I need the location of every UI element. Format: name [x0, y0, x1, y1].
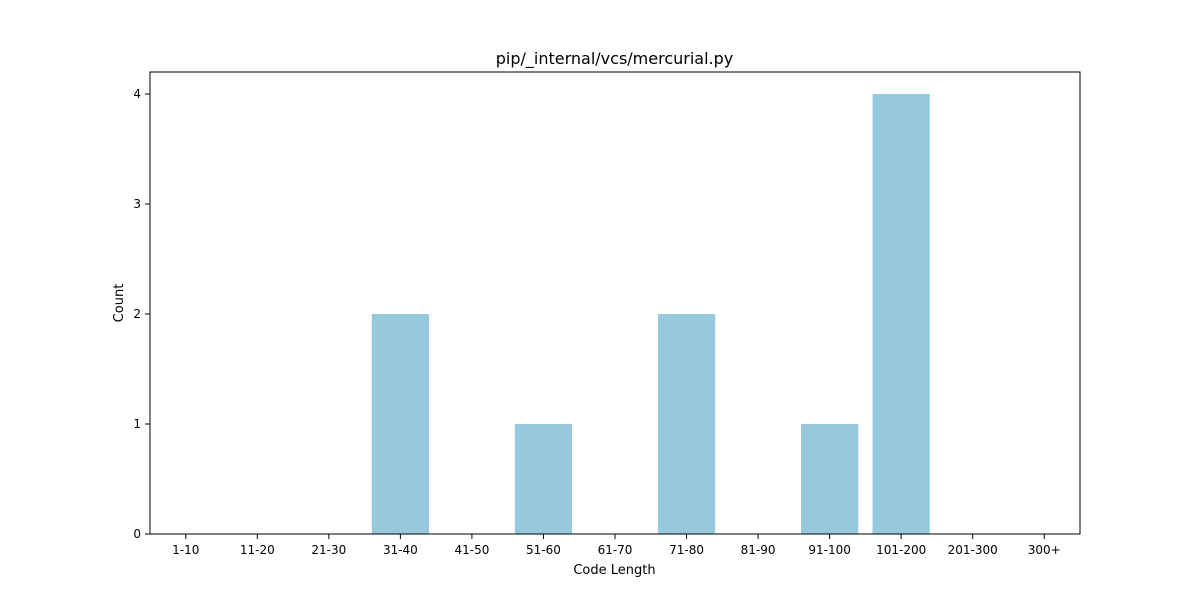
x-tick-label: 201-300 [948, 543, 998, 557]
bar-91-100 [801, 424, 859, 534]
y-axis-label: Count [112, 284, 127, 323]
y-tick-label: 3 [133, 197, 141, 211]
bar-31-40 [371, 314, 429, 534]
x-tick-label: 91-100 [808, 543, 851, 557]
x-tick-label: 21-30 [311, 543, 346, 557]
y-tick-label: 0 [133, 527, 141, 541]
x-tick-label: 41-50 [454, 543, 489, 557]
x-axis-label: Code Length [573, 563, 655, 578]
x-axis: 1-10 11-20 21-30 31-40 41-50 51-60 61-70 71-80 8… [172, 534, 1061, 557]
bars-group [371, 94, 930, 534]
y-tick-label: 2 [133, 307, 141, 321]
bar-71-80 [657, 314, 716, 534]
bar-51-60 [514, 424, 573, 534]
x-tick-label: 81-90 [741, 543, 776, 557]
chart-title: pip/_internal/vcs/mercurial.py [496, 49, 734, 69]
y-axis: 0 1 2 3 4 [133, 87, 150, 541]
x-tick-label: 71-80 [669, 543, 704, 557]
x-tick-label: 300+ [1028, 543, 1061, 557]
x-tick-label: 11-20 [240, 543, 275, 557]
x-tick-label: 31-40 [383, 543, 418, 557]
x-tick-label: 51-60 [526, 543, 561, 557]
x-tick-label: 61-70 [598, 543, 633, 557]
x-tick-label: 101-200 [876, 543, 926, 557]
x-tick-label: 1-10 [172, 543, 199, 557]
bar-101-200 [872, 94, 930, 534]
y-tick-label: 4 [133, 87, 141, 101]
y-tick-label: 1 [133, 417, 141, 431]
